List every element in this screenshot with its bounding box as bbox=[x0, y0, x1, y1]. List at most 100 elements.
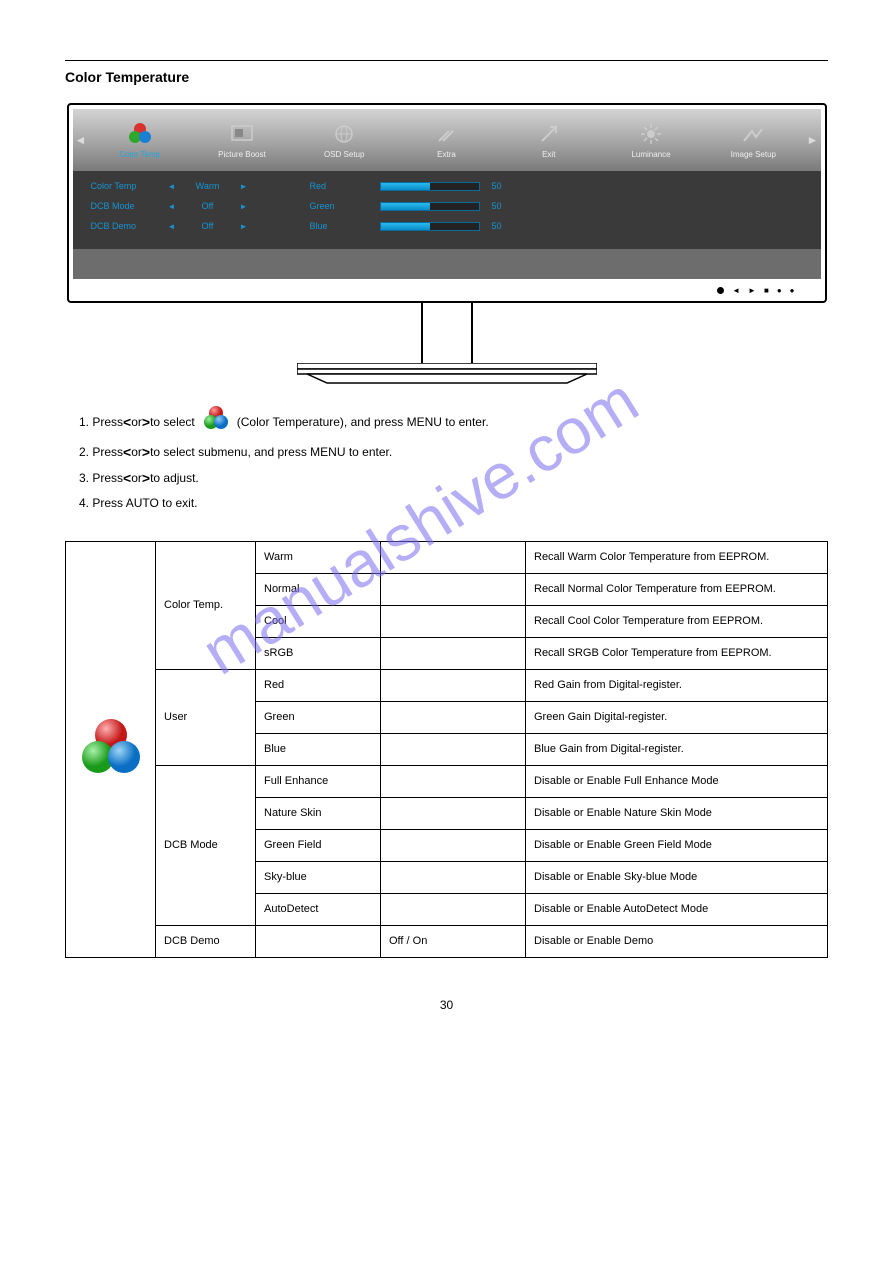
osd-tab-label: Luminance bbox=[631, 150, 670, 159]
gt-icon: > bbox=[142, 409, 150, 436]
table-cell: Disable or Enable Nature Skin Mode bbox=[526, 797, 828, 829]
table-cell bbox=[381, 893, 526, 925]
table-cell: Green bbox=[256, 701, 381, 733]
osd-row-value: Off bbox=[183, 221, 233, 231]
instr-text: 3. Press bbox=[79, 467, 123, 490]
table-cell: Disable or Enable Full Enhance Mode bbox=[526, 765, 828, 797]
osd-row-label: Color Temp bbox=[91, 181, 161, 191]
osd-tab-label: Image Setup bbox=[731, 150, 776, 159]
osd-tab-extra[interactable]: Extra bbox=[395, 109, 497, 171]
table-cell: Recall SRGB Color Temperature from EEPRO… bbox=[526, 637, 828, 669]
osd-rgb-label: Red bbox=[310, 181, 380, 191]
osd-tab-arrow-right[interactable]: ► bbox=[804, 109, 820, 171]
table-cell: DCB Mode bbox=[156, 765, 256, 925]
table-cell bbox=[381, 861, 526, 893]
table-cell bbox=[381, 765, 526, 797]
table-cell bbox=[381, 541, 526, 573]
instr-text: to select bbox=[150, 411, 195, 434]
gt-icon: > bbox=[142, 465, 150, 492]
chevron-left-icon[interactable]: ◄ bbox=[161, 202, 183, 211]
instr-text: (Color Temperature), and press MENU to e… bbox=[237, 411, 489, 434]
exit-icon bbox=[536, 121, 562, 147]
chevron-left-icon[interactable]: ◄ bbox=[161, 182, 183, 191]
bezel-btn: ◄ bbox=[732, 286, 740, 295]
osd-row-color-temp: Color Temp ◄ Warm ► Red 50 bbox=[91, 181, 803, 191]
osd-tab-image-setup[interactable]: Image Setup bbox=[702, 109, 804, 171]
table-cell bbox=[381, 701, 526, 733]
table-cell: DCB Demo bbox=[156, 925, 256, 957]
table-cell bbox=[381, 829, 526, 861]
instr-text: or bbox=[131, 411, 142, 434]
osd-row-value: Off bbox=[183, 201, 233, 211]
power-button-icon bbox=[717, 287, 724, 294]
chevron-right-icon[interactable]: ► bbox=[233, 182, 255, 191]
table-cell bbox=[381, 605, 526, 637]
table-cell: Disable or Enable AutoDetect Mode bbox=[526, 893, 828, 925]
gt-icon: > bbox=[142, 439, 150, 466]
instr-text: 4. Press AUTO to exit. bbox=[79, 492, 198, 515]
table-cell: Blue Gain from Digital-register. bbox=[526, 733, 828, 765]
osd-tab-label: Picture Boost bbox=[218, 150, 266, 159]
bezel-btn: ► bbox=[748, 286, 756, 295]
rgb-icon bbox=[127, 121, 153, 147]
osd-tab-arrow-left[interactable]: ◄ bbox=[73, 109, 89, 171]
instr-text: 1. Press bbox=[79, 411, 123, 434]
osd-slider-value: 50 bbox=[492, 221, 522, 231]
osd-slider-blue[interactable] bbox=[380, 222, 480, 231]
osd-rgb-label: Green bbox=[310, 201, 380, 211]
osd-tab-luminance[interactable]: Luminance bbox=[600, 109, 702, 171]
monitor-illustration: ◄ Color Temp bbox=[67, 103, 827, 385]
bezel-btn: ● bbox=[777, 286, 782, 295]
table-cell: User bbox=[156, 669, 256, 765]
instr-text: to select submenu, and press MENU to ent… bbox=[150, 441, 392, 464]
instructions: 1. Press < or > to select (Color T bbox=[79, 405, 828, 515]
table-cell: Recall Normal Color Temperature from EEP… bbox=[526, 573, 828, 605]
table-cell: Red bbox=[256, 669, 381, 701]
bezel-btn: ● bbox=[790, 286, 795, 295]
tools-icon bbox=[433, 121, 459, 147]
lt-icon: < bbox=[123, 439, 131, 466]
osd-tab-color-temp[interactable]: Color Temp bbox=[89, 109, 191, 171]
color-temp-table: Color Temp. Warm Recall Warm Color Tempe… bbox=[65, 541, 828, 958]
osd-slider-value: 50 bbox=[492, 181, 522, 191]
osd-tab-osd-setup[interactable]: OSD Setup bbox=[293, 109, 395, 171]
table-cell: Warm bbox=[256, 541, 381, 573]
table-cell: Green Field bbox=[256, 829, 381, 861]
bezel-btn: ■ bbox=[764, 286, 769, 295]
osd-row-dcb-mode: DCB Mode ◄ Off ► Green 50 bbox=[91, 201, 803, 211]
osd-slider-green[interactable] bbox=[380, 202, 480, 211]
page-number: 30 bbox=[65, 998, 828, 1012]
chevron-left-icon[interactable]: ◄ bbox=[161, 222, 183, 231]
table-cell bbox=[381, 733, 526, 765]
chevron-right-icon[interactable]: ► bbox=[233, 222, 255, 231]
table-cell bbox=[256, 925, 381, 957]
image-icon bbox=[740, 121, 766, 147]
table-cell bbox=[381, 797, 526, 829]
osd-tab-label: Exit bbox=[542, 150, 555, 159]
rgb-icon bbox=[201, 405, 231, 439]
table-cell: AutoDetect bbox=[256, 893, 381, 925]
monitor-buttons: ◄ ► ■ ● ● bbox=[717, 286, 794, 295]
table-cell: Red Gain from Digital-register. bbox=[526, 669, 828, 701]
osd-slider-red[interactable] bbox=[380, 182, 480, 191]
table-cell: Cool bbox=[256, 605, 381, 637]
table-cell bbox=[381, 573, 526, 605]
table-cell: Recall Warm Color Temperature from EEPRO… bbox=[526, 541, 828, 573]
osd-tab-exit[interactable]: Exit bbox=[498, 109, 600, 171]
globe-icon bbox=[331, 121, 357, 147]
osd-tab-picture-boost[interactable]: Picture Boost bbox=[191, 109, 293, 171]
lt-icon: < bbox=[123, 409, 131, 436]
osd-tab-label: OSD Setup bbox=[324, 150, 364, 159]
table-cell: Sky-blue bbox=[256, 861, 381, 893]
table-cell: Normal bbox=[256, 573, 381, 605]
table-cell: Off / On bbox=[381, 925, 526, 957]
instr-text: to adjust. bbox=[150, 467, 199, 490]
rgb-icon bbox=[74, 717, 147, 782]
page-title: Color Temperature bbox=[65, 69, 828, 85]
table-cell: Recall Cool Color Temperature from EEPRO… bbox=[526, 605, 828, 637]
table-cell bbox=[381, 669, 526, 701]
picture-icon bbox=[229, 121, 255, 147]
osd-tab-row: ◄ Color Temp bbox=[73, 109, 821, 171]
osd-row-label: DCB Mode bbox=[91, 201, 161, 211]
chevron-right-icon[interactable]: ► bbox=[233, 202, 255, 211]
